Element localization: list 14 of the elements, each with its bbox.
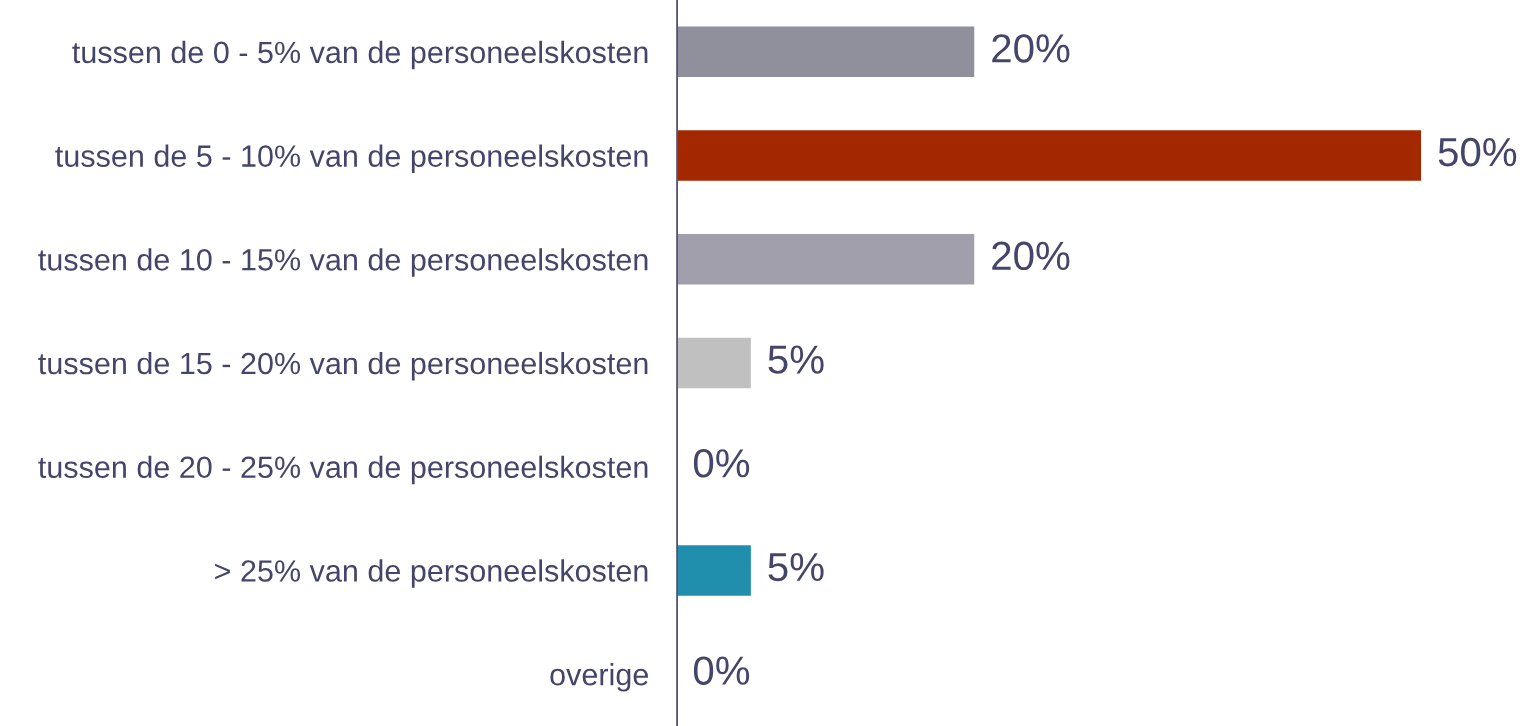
data-label: 0% bbox=[693, 656, 750, 685]
y-tick-label: tussen de 15 - 20% van de personeelskosten bbox=[38, 351, 648, 381]
data-label: 5% bbox=[768, 552, 824, 582]
y-tick-label: tussen de 20 - 25% van de personeelskosten bbox=[38, 455, 648, 485]
y-tick-label: > 25% van de personeelskosten bbox=[215, 559, 648, 588]
data-label: 5% bbox=[768, 345, 824, 374]
y-tick-label: overige bbox=[550, 663, 648, 692]
data-label: 20% bbox=[992, 34, 1070, 63]
data-label: 20% bbox=[992, 241, 1070, 271]
y-tick-label: tussen de 0 - 5% van de personeelskosten bbox=[72, 40, 648, 70]
y-tick-label: tussen de 10 - 15% van de personeelskosten bbox=[38, 248, 648, 277]
data-label: 50% bbox=[1438, 137, 1517, 167]
data-label: 0% bbox=[693, 449, 750, 478]
y-tick-label: tussen de 5 - 10% van de personeelskosten bbox=[55, 144, 648, 173]
